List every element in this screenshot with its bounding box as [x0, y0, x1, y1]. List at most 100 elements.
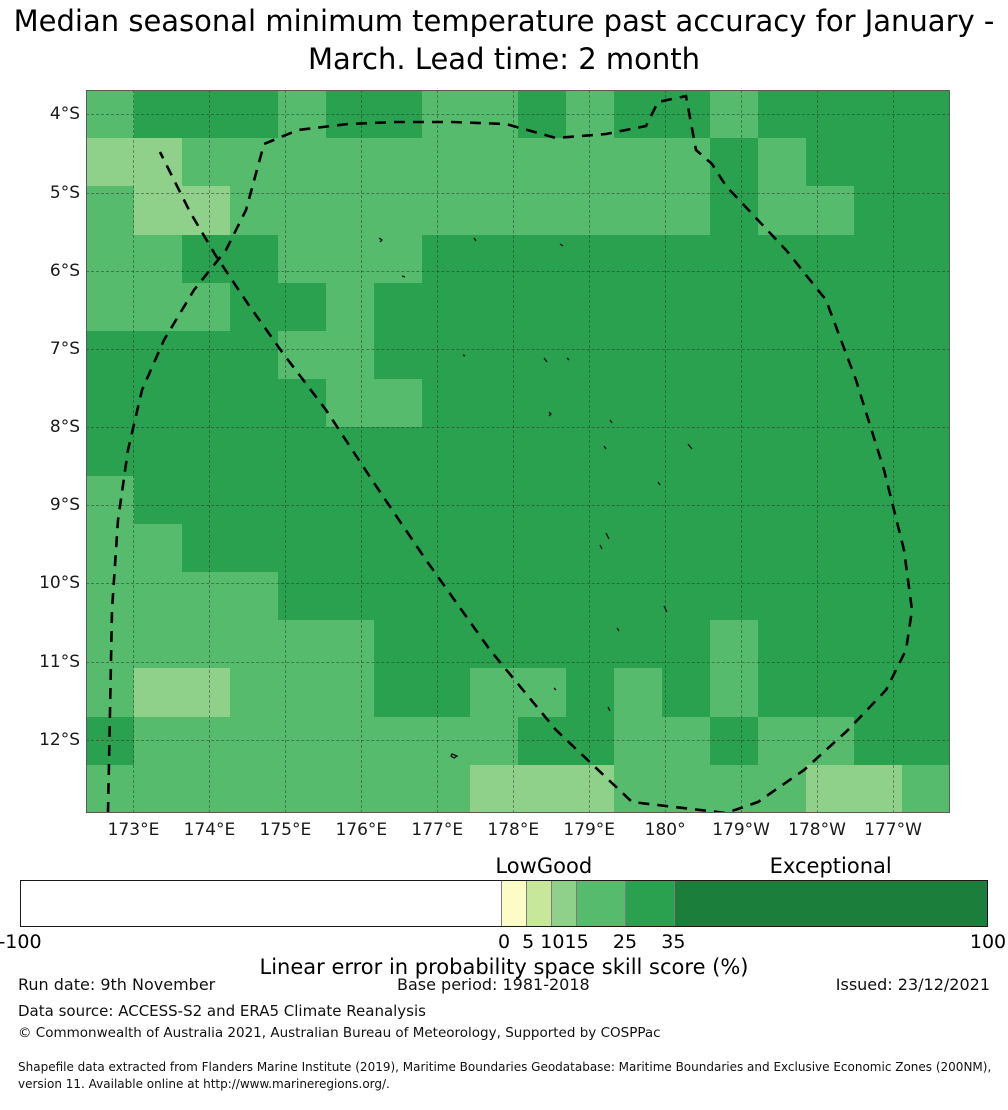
- heatmap-cell: [134, 138, 183, 189]
- heatmap-cell: [518, 90, 567, 140]
- heatmap-cell: [182, 668, 231, 719]
- colorbar-category-label: Good: [536, 854, 593, 878]
- heatmap-cell: [758, 716, 807, 767]
- heatmap-cell: [86, 282, 135, 333]
- heatmap-cell: [182, 186, 231, 237]
- heatmap-cell: [806, 716, 855, 767]
- gridline-vertical: [589, 90, 591, 813]
- heatmap-cell: [134, 186, 183, 237]
- colorbar-segment: [21, 881, 502, 926]
- heatmap-cell: [230, 572, 279, 622]
- x-axis-tick-label: 180°: [644, 820, 686, 840]
- heatmap-cell: [230, 475, 279, 526]
- gridline-vertical: [285, 90, 287, 813]
- heatmap-cell: [470, 475, 519, 526]
- heatmap-cell: [374, 282, 423, 333]
- heatmap-cell: [662, 668, 711, 719]
- colorbar-tick-label: 0: [497, 931, 511, 953]
- heatmap-cell: [278, 282, 327, 333]
- heatmap-cell: [518, 427, 567, 478]
- heatmap-cell: [710, 90, 759, 140]
- heatmap-cell: [902, 186, 950, 237]
- heatmap-cell: [806, 572, 855, 622]
- heatmap-cell: [326, 186, 375, 237]
- heatmap-cell: [662, 716, 711, 767]
- heatmap-cell: [710, 668, 759, 719]
- heatmap-cell: [566, 90, 615, 140]
- heatmap-cell: [134, 764, 183, 813]
- heatmap-cell: [902, 427, 950, 478]
- colorbar[interactable]: [20, 880, 988, 927]
- heatmap-cell: [470, 716, 519, 767]
- heatmap-cell: [806, 138, 855, 189]
- heatmap-cell: [518, 620, 567, 671]
- heatmap-cell: [854, 572, 903, 622]
- y-axis-tick-label: 6°S: [49, 260, 80, 281]
- heatmap-cell: [806, 90, 855, 140]
- gridline-horizontal: [86, 114, 950, 116]
- heatmap-cell: [758, 90, 807, 140]
- heatmap-cell: [278, 475, 327, 526]
- heatmap-cell: [230, 331, 279, 381]
- heatmap-cell: [278, 523, 327, 574]
- heatmap-cell: [710, 282, 759, 333]
- x-axis-tick-label: 179°E: [563, 820, 616, 840]
- heatmap-cell: [86, 716, 135, 767]
- heatmap-cell: [854, 668, 903, 719]
- gridline-vertical: [741, 90, 743, 813]
- heatmap-cell: [758, 282, 807, 333]
- heatmap-cell: [422, 716, 471, 767]
- heatmap-cell: [662, 282, 711, 333]
- heatmap-cell: [806, 668, 855, 719]
- heatmap-cell: [86, 234, 135, 285]
- x-axis-tick-label: 179°W: [712, 820, 770, 840]
- heatmap-cell: [758, 475, 807, 526]
- eez-boundary-line: [106, 94, 914, 813]
- heatmap-cell: [182, 282, 231, 333]
- heatmap-cell: [806, 475, 855, 526]
- heatmap-cell: [902, 331, 950, 381]
- heatmap-cell: [758, 234, 807, 285]
- heatmap-cell: [470, 523, 519, 574]
- heatmap-cell: [422, 668, 471, 719]
- heatmap-cell: [662, 523, 711, 574]
- heatmap-cell: [566, 620, 615, 671]
- heatmap-cell: [326, 427, 375, 478]
- heatmap-cell: [614, 234, 663, 285]
- heatmap-cell: [134, 716, 183, 767]
- heatmap-cell: [422, 379, 471, 430]
- heatmap-cell: [758, 668, 807, 719]
- heatmap-cell: [518, 764, 567, 813]
- heatmap-cell: [662, 234, 711, 285]
- heatmap-cell: [230, 764, 279, 813]
- heatmap-cell: [758, 620, 807, 671]
- heatmap-cell: [710, 572, 759, 622]
- heatmap-cell: [806, 620, 855, 671]
- gridline-horizontal: [86, 270, 950, 272]
- base-period-text: Base period: 1981-2018: [397, 975, 590, 994]
- heatmap-cell: [614, 427, 663, 478]
- colorbar-region: Low Good Exceptional -100 0 5 10 15 25 35 100 Lin…: [0, 854, 1008, 979]
- heatmap-cell: [182, 764, 231, 813]
- heatmap-cell: [86, 523, 135, 574]
- heatmap-cell: [278, 572, 327, 622]
- heatmap-cell: [854, 186, 903, 237]
- heatmap-cell: [134, 90, 183, 140]
- heatmap-cell: [86, 138, 135, 189]
- colorbar-tick-label: 15: [564, 931, 589, 953]
- heatmap-cell: [182, 138, 231, 189]
- heatmap-cell: [710, 138, 759, 189]
- heatmap-cell: [518, 475, 567, 526]
- heatmap-cell: [86, 764, 135, 813]
- heatmap-cell: [566, 764, 615, 813]
- heatmap-cell: [566, 716, 615, 767]
- heatmap-cell: [806, 523, 855, 574]
- y-axis-tick-label: 12°S: [39, 729, 80, 750]
- heatmap-cell: [662, 379, 711, 430]
- heatmap-cell: [470, 186, 519, 237]
- heatmap-cell: [902, 572, 950, 622]
- colorbar-tick-label: 25: [612, 931, 638, 953]
- heatmap-cell: [134, 427, 183, 478]
- heatmap-cell: [854, 716, 903, 767]
- heatmap-cell: [518, 282, 567, 333]
